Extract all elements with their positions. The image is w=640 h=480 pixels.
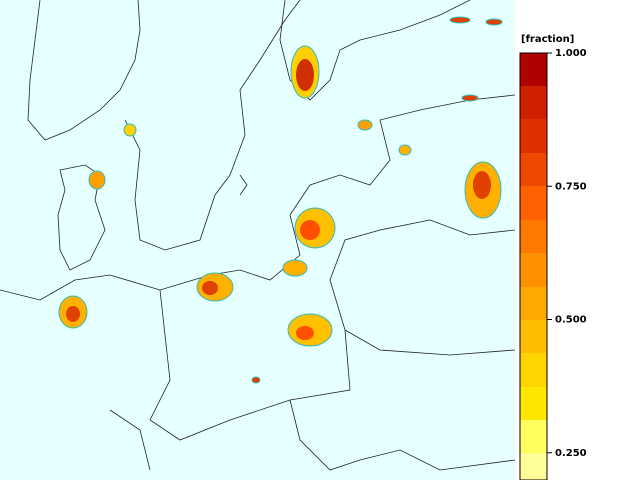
colorbar-tick-label: 0.250	[555, 448, 587, 459]
colorbar-tick-label: 1.000	[555, 48, 587, 59]
colorbar-tick-label: 0.500	[555, 315, 587, 326]
colorbar-tick-label: 0.750	[555, 181, 587, 192]
legend-title: [fraction]	[521, 34, 574, 45]
precipitation-fields	[58, 16, 503, 384]
map-background	[0, 0, 515, 480]
colorbar	[519, 52, 548, 480]
coastlines	[0, 0, 516, 471]
